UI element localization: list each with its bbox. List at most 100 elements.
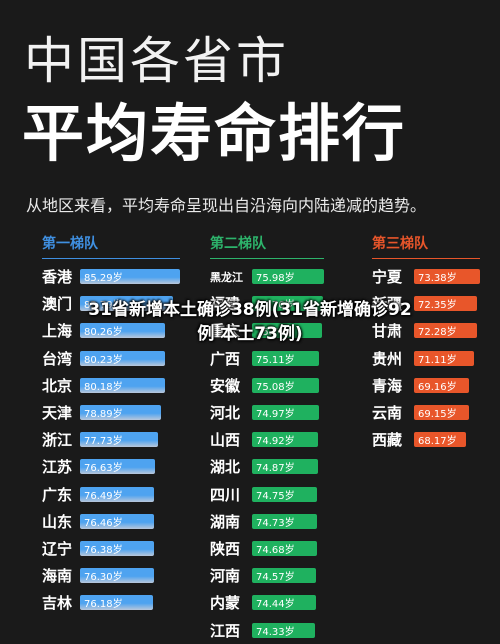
tier3-column: 第三梯队 宁夏 73.38岁 新疆 72.35岁 甘肃 72.28岁 贵州 71.11岁 青海 69…	[372, 234, 480, 453]
life-expectancy-bar: 75.98岁	[252, 269, 324, 285]
tier3-header-underline	[372, 258, 480, 259]
region-name: 青海	[372, 376, 403, 395]
region-name: 广西	[210, 349, 241, 368]
life-expectancy-bar: 74.44岁	[252, 595, 316, 611]
life-expectancy-value: 74.97岁	[256, 409, 295, 421]
life-expectancy-bar: 78.89岁	[80, 405, 161, 421]
life-expectancy-value: 74.68岁	[256, 544, 295, 556]
life-expectancy-bar: 73.38岁	[414, 269, 480, 285]
life-expectancy-value: 75.76岁	[256, 300, 295, 312]
region-name: 浙江	[42, 431, 73, 450]
life-expectancy-bar: 68.17岁	[414, 432, 466, 448]
region-name: 宁夏	[372, 268, 403, 287]
ranking-row: 山西 74.92岁	[210, 426, 324, 453]
ranking-row: 辽宁 76.38岁	[42, 535, 180, 562]
life-expectancy-bar: 69.16岁	[414, 377, 469, 393]
life-expectancy-bar: 74.68岁	[252, 540, 317, 556]
ranking-row: 湖北 74.87岁	[210, 453, 324, 480]
life-expectancy-bar: 77.73岁	[80, 432, 158, 448]
ranking-row: 黑龙江 75.98岁	[210, 263, 324, 290]
page-title-line1: 中国各省市	[24, 32, 289, 90]
life-expectancy-value: 72.35岁	[418, 300, 457, 312]
region-name: 四川	[210, 485, 241, 504]
ranking-row: 河南 74.57岁	[210, 562, 324, 589]
life-expectancy-bar: 74.75岁	[252, 486, 317, 502]
ranking-row: 江西 74.33岁	[210, 616, 324, 643]
region-name: 海南	[42, 567, 73, 586]
region-name: 广东	[42, 485, 73, 504]
ranking-row: 广西 75.11岁	[210, 345, 324, 372]
ranking-row: 云南 69.15岁	[372, 399, 480, 426]
tier3-header: 第三梯队	[372, 236, 428, 252]
ranking-row: 澳门 82.79岁	[42, 290, 180, 317]
region-name: 吉林	[42, 594, 73, 613]
region-name: 安徽	[210, 376, 241, 395]
ranking-row: 四川 74.75岁	[210, 481, 324, 508]
ranking-row: 香港 85.29岁	[42, 263, 180, 290]
region-name: 山东	[42, 512, 73, 531]
ranking-row: 甘肃 72.28岁	[372, 317, 480, 344]
tier1-header: 第一梯队	[42, 236, 98, 252]
life-expectancy-bar: 85.29岁	[80, 269, 180, 285]
region-name: 新疆	[372, 295, 403, 314]
region-name: 湖北	[210, 458, 241, 477]
life-expectancy-value: 80.18岁	[84, 381, 123, 393]
region-name: 福建	[210, 295, 241, 314]
region-name: 湖南	[210, 512, 241, 531]
life-expectancy-value: 74.44岁	[256, 599, 295, 611]
news-caption: 31省新增本土确诊38例(31省新增确诊92例 本土73例)	[88, 300, 412, 344]
life-expectancy-bar: 75.11岁	[252, 350, 319, 366]
life-expectancy-value: 75.70岁	[256, 327, 295, 339]
ranking-row: 广东 76.49岁	[42, 481, 180, 508]
news-caption-overlay: 31省新增本土确诊38例(31省新增确诊92例 本土73例)	[0, 294, 500, 350]
life-expectancy-value: 76.49岁	[84, 490, 123, 502]
region-name: 贵州	[372, 349, 403, 368]
ranking-row: 上海 80.26岁	[42, 317, 180, 344]
life-expectancy-bar: 74.57岁	[252, 568, 316, 584]
life-expectancy-bar: 74.97岁	[252, 405, 319, 421]
life-expectancy-bar: 75.70岁	[252, 323, 322, 339]
ranking-row: 山东 76.46岁	[42, 508, 180, 535]
ranking-row: 陕西 74.68岁	[210, 535, 324, 562]
region-name: 江苏	[42, 458, 73, 477]
region-name: 北京	[42, 376, 73, 395]
life-expectancy-bar: 74.87岁	[252, 459, 318, 475]
life-expectancy-value: 76.46岁	[84, 517, 123, 529]
tier2-header-underline	[210, 258, 324, 259]
ranking-row: 西藏 68.17岁	[372, 426, 480, 453]
life-expectancy-bar: 76.18岁	[80, 595, 153, 611]
region-name: 辽宁	[42, 539, 73, 558]
region-name: 上海	[42, 322, 73, 341]
life-expectancy-value: 72.28岁	[418, 327, 457, 339]
life-expectancy-bar: 80.18岁	[80, 377, 165, 393]
ranking-row: 浙江 77.73岁	[42, 426, 180, 453]
page-title-line2: 平均寿命排行	[22, 97, 407, 170]
region-name: 台湾	[42, 349, 73, 368]
life-expectancy-value: 85.29岁	[84, 273, 123, 285]
life-expectancy-value: 74.92岁	[256, 436, 295, 448]
life-expectancy-value: 68.17岁	[418, 436, 457, 448]
region-name: 天津	[42, 404, 73, 423]
life-expectancy-bar: 74.33岁	[252, 622, 315, 638]
ranking-row: 湖南 74.73岁	[210, 508, 324, 535]
life-expectancy-value: 74.87岁	[256, 463, 295, 475]
ranking-row: 天津 78.89岁	[42, 399, 180, 426]
life-expectancy-value: 69.16岁	[418, 381, 457, 393]
subtitle: 从地区来看，平均寿命呈现出自沿海向内陆递减的趋势。	[26, 196, 427, 215]
life-expectancy-value: 75.11岁	[256, 354, 295, 366]
life-expectancy-value: 75.08岁	[256, 381, 295, 393]
tier1-header-underline	[42, 258, 180, 259]
life-expectancy-bar: 76.63岁	[80, 459, 155, 475]
ranking-row: 江苏 76.63岁	[42, 453, 180, 480]
region-name: 重庆	[210, 322, 241, 341]
region-name: 甘肃	[372, 322, 403, 341]
life-expectancy-value: 80.26岁	[84, 327, 123, 339]
ranking-row: 福建 75.76岁	[210, 290, 324, 317]
region-name: 西藏	[372, 431, 403, 450]
ranking-row: 海南 76.30岁	[42, 562, 180, 589]
region-name: 黑龙江	[210, 270, 243, 284]
life-expectancy-value: 69.15岁	[418, 409, 457, 421]
region-name: 河南	[210, 567, 241, 586]
region-name: 内蒙	[210, 594, 241, 613]
life-expectancy-value: 76.18岁	[84, 599, 123, 611]
